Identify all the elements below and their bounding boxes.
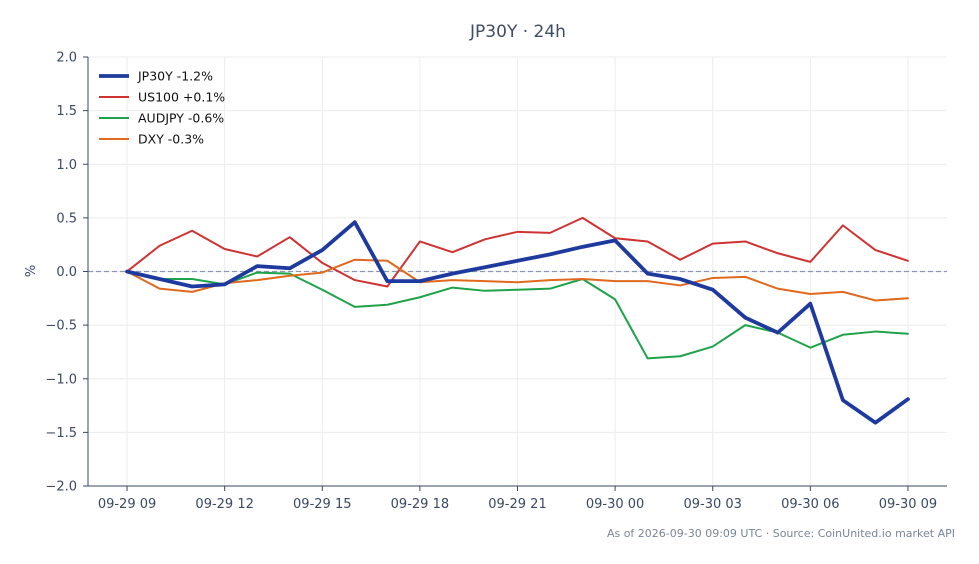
x-tick-label: 09-30 06 — [781, 497, 839, 512]
series-layer — [125, 216, 910, 425]
y-tick-label: 1.5 — [56, 104, 77, 119]
legend-label-jp30y: JP30Y -1.2% — [137, 69, 213, 84]
legend: JP30Y -1.2% US100 +0.1% AUDJPY -0.6% DXY -0… — [99, 69, 225, 147]
series-line-dxy — [126, 258, 909, 302]
series-line-us100 — [126, 216, 909, 288]
y-tick-label: 0.0 — [56, 265, 77, 280]
series-line-jp30y — [125, 220, 910, 425]
x-tick-label: 09-29 15 — [293, 497, 351, 512]
y-tick-label: 2.0 — [56, 51, 77, 66]
x-tick-label: 09-29 09 — [98, 497, 156, 512]
x-tick-label: 09-29 21 — [488, 497, 546, 512]
y-tick-label: −0.5 — [45, 319, 77, 334]
y-tick-label: −1.5 — [45, 426, 77, 441]
legend-label-us100: US100 +0.1% — [138, 90, 225, 105]
chart-title: JP30Y · 24h — [469, 22, 566, 42]
x-tick-label: 09-30 00 — [586, 497, 644, 512]
x-tick-label: 09-30 03 — [684, 497, 742, 512]
y-tick-label: −1.0 — [45, 372, 77, 387]
axes — [83, 56, 947, 491]
x-tick-labels: 09-29 09 09-29 12 09-29 15 09-29 18 09-29 21… — [98, 497, 937, 512]
legend-label-audjpy: AUDJPY -0.6% — [138, 111, 224, 126]
y-tick-labels: 2.0 1.5 1.0 0.5 0.0 −0.5 −1.0 −1.5 −2.0 — [45, 51, 77, 495]
y-tick-label: −2.0 — [45, 480, 77, 495]
x-tick-label: 09-29 18 — [391, 497, 449, 512]
y-axis-label: % — [24, 265, 39, 277]
legend-label-dxy: DXY -0.3% — [138, 132, 204, 147]
y-tick-label: 1.0 — [56, 158, 77, 173]
source-footer: As of 2026-09-30 09:09 UTC · Source: Coi… — [607, 527, 955, 540]
x-tick-label: 09-29 12 — [195, 497, 253, 512]
y-tick-label: 0.5 — [56, 211, 77, 226]
x-tick-label: 09-30 09 — [879, 497, 937, 512]
